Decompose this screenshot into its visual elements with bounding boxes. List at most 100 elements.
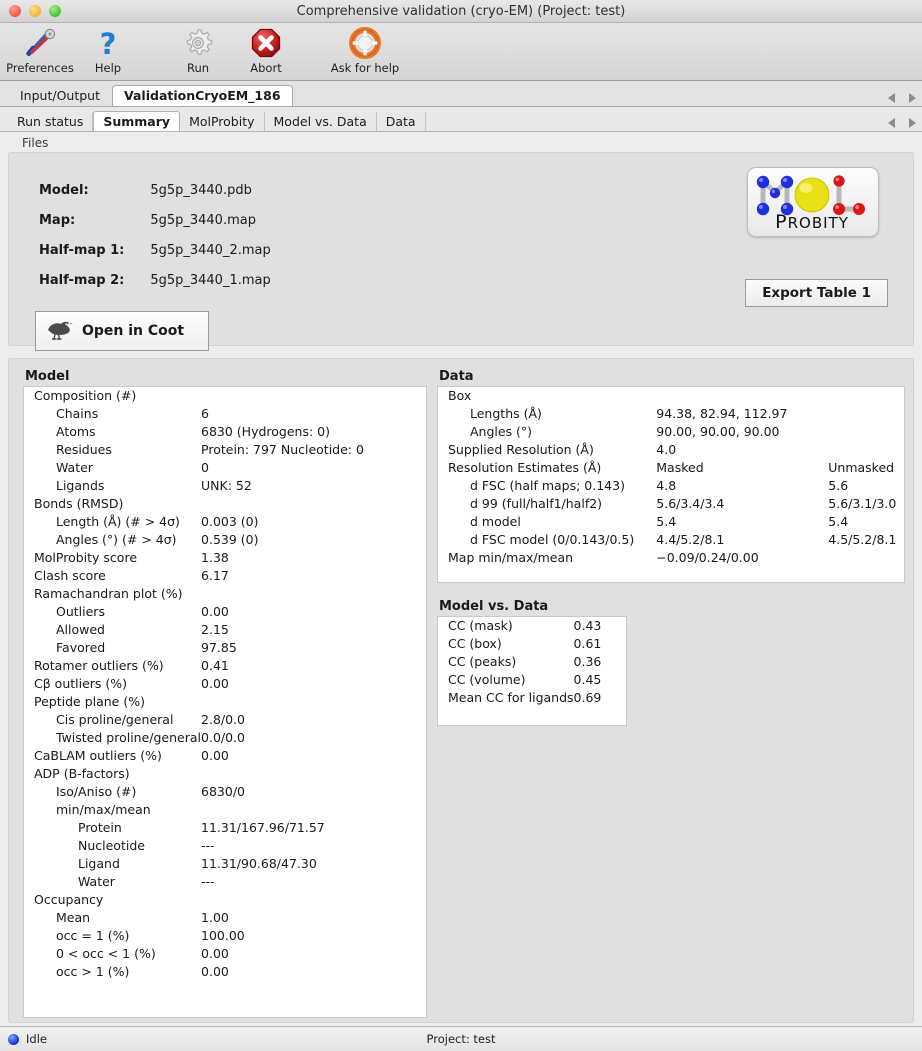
table-row: Ligand 11.31/90.68/47.30	[24, 855, 426, 873]
data-table-box: Box Lengths (Å) 94.38, 82.94, 112.97 Angl…	[437, 386, 905, 583]
tab-model-vs-data[interactable]: Model vs. Data	[265, 112, 377, 131]
data-v2-3	[828, 441, 904, 459]
model-value-21	[201, 765, 426, 783]
model-value-24: 11.31/167.96/71.57	[201, 820, 325, 835]
data-v1-6: 5.6/3.4/3.4	[656, 496, 725, 511]
toolbar-label-ask-for-help: Ask for help	[330, 61, 400, 75]
table-row: Outliers 0.00	[24, 603, 426, 621]
table-row: Rotamer outliers (%) 0.41	[24, 657, 426, 675]
scroll-left-icon[interactable]	[888, 93, 895, 103]
table-row: Box	[438, 387, 904, 405]
toolbar-label-run: Run	[186, 61, 210, 75]
model-value-32: 0.00	[201, 964, 229, 979]
model-vs-data-section-title: Model vs. Data	[439, 599, 549, 614]
mvd-key-1: CC (box)	[448, 636, 502, 651]
model-value-20: 0.00	[201, 748, 229, 763]
table-row: Clash score 6.17	[24, 567, 426, 585]
model-key-30: occ = 1 (%)	[56, 928, 130, 943]
window-controls	[0, 5, 61, 17]
tab-molprobity[interactable]: MolProbity	[180, 112, 265, 131]
model-value-16: 0.00	[201, 676, 229, 691]
stop-x-icon	[250, 26, 282, 60]
tab-summary[interactable]: Summary	[93, 111, 181, 131]
model-key-0: Composition (#)	[34, 388, 137, 403]
model-key-13: Allowed	[56, 622, 105, 637]
table-row: CC (volume) 0.45	[438, 671, 626, 689]
model-key-23: min/max/mean	[56, 802, 151, 817]
status-indicator-icon	[8, 1033, 19, 1045]
scroll-right-icon-2[interactable]	[909, 118, 916, 128]
data-key-2: Angles (°)	[470, 424, 533, 439]
model-key-19: Twisted proline/general	[56, 730, 202, 745]
model-key-10: Clash score	[34, 568, 106, 583]
table-row: Water ---	[24, 873, 426, 891]
model-value-26: 11.31/90.68/47.30	[201, 856, 317, 871]
model-key-12: Outliers	[56, 604, 105, 619]
table-row: MolProbity score 1.38	[24, 549, 426, 567]
model-value-18: 2.8/0.0	[201, 712, 245, 727]
tab-data[interactable]: Data	[377, 112, 426, 131]
files-row-map: Map: 5g5p_3440.map	[39, 213, 271, 241]
table-row: Nucleotide ---	[24, 837, 426, 855]
files-row-halfmap1: Half-map 1: 5g5p_3440_2.map	[39, 243, 271, 271]
data-v2-7: 5.4	[828, 514, 849, 529]
files-key-halfmap1: Half-map 1:	[39, 243, 125, 258]
data-v1-5: 4.8	[656, 478, 677, 493]
table-row: Cβ outliers (%) 0.00	[24, 675, 426, 693]
mvd-key-4: Mean CC for ligands	[448, 690, 574, 705]
table-row: Peptide plane (%)	[24, 693, 426, 711]
gear-icon	[182, 26, 214, 60]
table-row: Atoms 6830 (Hydrogens: 0)	[24, 423, 426, 441]
toolbar-button-run[interactable]: Run	[164, 23, 232, 75]
question-mark-icon: ?	[93, 26, 123, 60]
files-key-model: Model:	[39, 183, 89, 198]
files-row-halfmap2: Half-map 2: 5g5p_3440_1.map	[39, 273, 271, 301]
tab-run-status[interactable]: Run status	[8, 112, 94, 131]
data-v2-2	[828, 423, 904, 441]
data-v1-9: −0.09/0.24/0.00	[656, 550, 759, 565]
close-button[interactable]	[9, 5, 21, 17]
open-in-coot-button[interactable]: Open in Coot	[35, 311, 209, 351]
toolbar-button-help[interactable]: ? Help	[74, 23, 142, 75]
tab-input-output[interactable]: Input/Output	[20, 88, 100, 103]
coot-bird-icon	[44, 317, 74, 345]
model-key-25: Nucleotide	[78, 838, 145, 853]
toolbar-button-preferences[interactable]: Preferences	[6, 23, 74, 75]
minimize-button[interactable]	[29, 5, 41, 17]
data-v1-1: 94.38, 82.94, 112.97	[656, 406, 788, 421]
open-in-coot-label: Open in Coot	[82, 323, 185, 339]
files-value-halfmap2: 5g5p_3440_1.map	[150, 273, 271, 288]
mvd-value-2: 0.36	[573, 654, 602, 669]
model-value-25: ---	[201, 838, 215, 853]
data-v1-3: 4.0	[656, 442, 677, 457]
tab-validationcryoem-186[interactable]: ValidationCryoEM_186	[112, 85, 293, 106]
data-v1-2: 90.00, 90.00, 90.00	[656, 424, 780, 439]
model-value-23	[201, 801, 426, 819]
files-value-map: 5g5p_3440.map	[150, 213, 256, 228]
data-column: Data Box Lengths (Å) 94.38, 82.94, 112.97…	[427, 369, 905, 1022]
window-title: Comprehensive validation (cryo-EM) (Proj…	[296, 3, 626, 19]
toolbar-button-abort[interactable]: Abort	[232, 23, 300, 75]
model-key-21: ADP (B-factors)	[34, 766, 130, 781]
export-table-1-button[interactable]: Export Table 1	[745, 279, 888, 307]
data-v1-0	[656, 387, 828, 405]
toolbar-button-ask-for-help[interactable]: Ask for help	[322, 23, 408, 75]
table-row: Lengths (Å) 94.38, 82.94, 112.97	[438, 405, 904, 423]
status-project-label: Project: test	[426, 1032, 496, 1046]
data-v2-1	[828, 405, 904, 423]
model-key-29: Mean	[56, 910, 91, 925]
scroll-left-icon-2[interactable]	[888, 118, 895, 128]
model-key-28: Occupancy	[34, 892, 104, 907]
files-table: Model: 5g5p_3440.pdb Map: 5g5p_3440.map …	[37, 181, 273, 303]
model-value-27: ---	[201, 874, 215, 889]
statistics-frame: Model Composition (#) Chains 6 Atoms 6830 …	[8, 358, 914, 1023]
model-value-9: 1.38	[201, 550, 229, 565]
table-row: d FSC (half maps; 0.143) 4.8 5.6	[438, 477, 904, 495]
model-key-14: Favored	[56, 640, 106, 655]
table-row: Composition (#)	[24, 387, 426, 405]
toolbar-label-preferences: Preferences	[6, 61, 74, 75]
model-key-5: Ligands	[56, 478, 105, 493]
maximize-button[interactable]	[49, 5, 61, 17]
scroll-right-icon[interactable]	[909, 93, 916, 103]
table-row: ADP (B-factors)	[24, 765, 426, 783]
